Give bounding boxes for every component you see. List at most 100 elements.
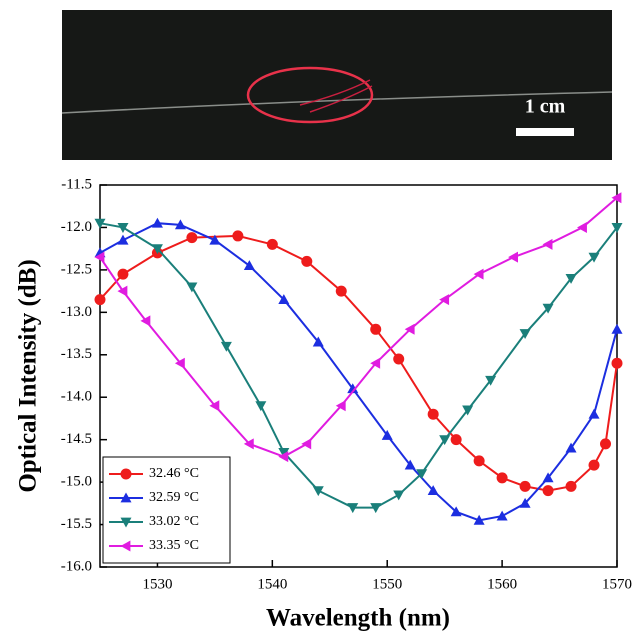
marker	[335, 285, 347, 297]
marker	[140, 315, 151, 327]
fiber-loop	[246, 66, 374, 124]
legend-label: 32.46 °C	[149, 466, 199, 481]
y-tick-label: -14.0	[61, 389, 92, 405]
marker	[209, 234, 221, 245]
x-tick-label: 1560	[487, 576, 517, 592]
marker	[519, 497, 531, 508]
legend-marker	[120, 492, 132, 503]
marker	[151, 244, 163, 255]
marker	[404, 323, 415, 335]
marker	[462, 405, 474, 416]
marker	[588, 408, 600, 419]
y-tick-label: -12.5	[61, 261, 92, 277]
marker	[301, 438, 312, 450]
marker	[174, 357, 185, 369]
y-tick-label: -11.5	[61, 176, 92, 192]
marker	[439, 435, 451, 446]
marker	[301, 255, 313, 267]
marker	[588, 252, 600, 263]
marker	[266, 238, 278, 250]
marker	[381, 429, 393, 440]
scale-label: 1 cm	[525, 96, 566, 118]
y-tick-label: -15.0	[61, 474, 92, 490]
legend-marker	[120, 540, 131, 552]
marker	[496, 472, 508, 484]
photo-background	[62, 10, 612, 160]
marker	[427, 408, 439, 420]
marker	[542, 472, 554, 483]
marker	[117, 234, 129, 245]
marker	[404, 459, 416, 470]
y-tick-label: -13.0	[61, 304, 92, 320]
marker	[312, 486, 324, 497]
fiber-glow	[299, 79, 373, 113]
marker	[565, 480, 577, 492]
marker	[347, 503, 359, 514]
x-tick-label: 1550	[372, 576, 402, 592]
marker	[278, 448, 290, 458]
marker	[94, 218, 106, 229]
x-axis-label: Wavelength (nm)	[266, 605, 450, 632]
marker	[416, 469, 428, 480]
marker	[611, 223, 623, 233]
x-tick-label: 1540	[257, 576, 287, 592]
marker	[542, 303, 554, 314]
marker	[243, 260, 255, 271]
marker	[485, 375, 497, 386]
y-tick-label: -13.5	[61, 346, 92, 362]
marker	[220, 341, 232, 352]
marker	[542, 238, 553, 250]
marker	[450, 506, 462, 517]
y-tick-label: -15.5	[61, 516, 92, 532]
marker	[600, 438, 612, 450]
fiber	[61, 91, 613, 114]
legend-marker	[120, 468, 132, 480]
y-axis-label: Optical Intensity (dB)	[15, 259, 42, 492]
marker	[232, 230, 244, 242]
marker	[393, 353, 405, 365]
marker	[473, 455, 485, 467]
marker	[611, 357, 623, 369]
marker	[209, 400, 220, 412]
marker	[611, 192, 622, 204]
marker	[588, 459, 600, 471]
marker	[450, 434, 462, 446]
marker	[427, 485, 439, 495]
marker	[496, 510, 508, 521]
marker	[117, 285, 128, 297]
marker	[370, 503, 382, 514]
y-tick-label: -14.5	[61, 431, 92, 447]
marker	[335, 400, 346, 412]
marker	[151, 217, 163, 228]
marker	[278, 294, 290, 304]
marker	[508, 251, 518, 263]
y-tick-label: -16.0	[61, 558, 92, 574]
marker	[565, 442, 577, 453]
marker	[473, 514, 485, 525]
marker	[565, 273, 577, 284]
legend-label: 32.59 °C	[149, 490, 199, 505]
marker	[370, 357, 381, 369]
x-tick-label: 1570	[602, 576, 632, 592]
marker	[94, 294, 106, 306]
marker	[94, 251, 105, 263]
marker	[117, 268, 129, 280]
marker	[439, 294, 450, 306]
marker	[174, 219, 186, 230]
marker	[243, 438, 254, 450]
series-line	[99, 196, 618, 458]
marker	[347, 383, 359, 394]
photo: 1 cm	[61, 10, 613, 160]
marker	[278, 451, 289, 463]
scale-bar	[516, 128, 574, 136]
marker	[611, 323, 623, 334]
marker	[542, 485, 554, 497]
marker	[186, 282, 198, 293]
marker	[312, 336, 324, 347]
marker	[370, 323, 382, 335]
legend-label: 33.35 °C	[149, 538, 199, 553]
plot-frame	[99, 184, 618, 568]
legend-label: 33.02 °C	[149, 514, 199, 529]
